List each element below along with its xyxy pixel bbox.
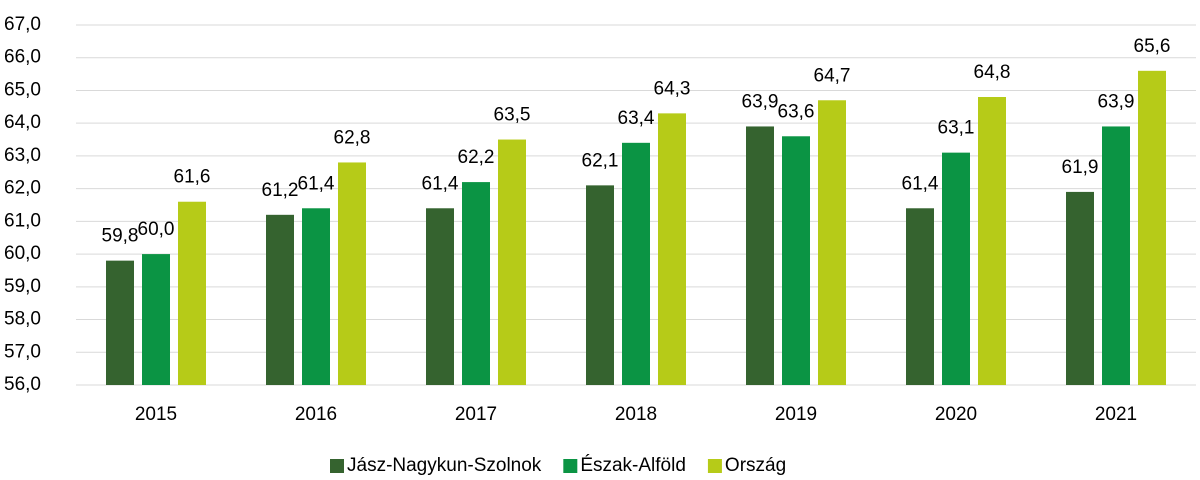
bar xyxy=(142,254,170,385)
y-tick-label: 56,0 xyxy=(4,374,41,395)
y-tick-label: 66,0 xyxy=(4,47,41,68)
bar xyxy=(622,142,650,385)
data-label: 64,8 xyxy=(974,62,1011,83)
data-label: 61,9 xyxy=(1062,157,1099,178)
data-label: 65,6 xyxy=(1134,36,1171,57)
bar xyxy=(586,185,614,385)
y-tick-label: 62,0 xyxy=(4,178,41,199)
y-tick-label: 64,0 xyxy=(4,112,41,133)
data-label: 64,3 xyxy=(654,78,691,99)
data-label: 63,4 xyxy=(618,108,655,129)
bar xyxy=(462,182,490,385)
legend-swatch xyxy=(563,459,578,473)
x-tick-label: 2015 xyxy=(135,404,177,425)
bar xyxy=(782,136,810,385)
bar xyxy=(498,139,526,385)
y-tick-label: 65,0 xyxy=(4,79,41,100)
data-label: 63,6 xyxy=(778,101,815,122)
bar xyxy=(338,162,366,385)
data-label: 60,0 xyxy=(138,219,175,240)
y-tick-label: 60,0 xyxy=(4,243,41,264)
data-label: 61,4 xyxy=(422,173,459,194)
bar xyxy=(178,201,206,385)
x-tick-label: 2020 xyxy=(935,404,977,425)
data-label: 61,4 xyxy=(902,173,939,194)
bar xyxy=(906,208,934,385)
bar xyxy=(106,260,134,385)
x-tick-label: 2018 xyxy=(615,404,657,425)
bar xyxy=(1138,70,1166,386)
data-label: 59,8 xyxy=(102,226,139,247)
data-label: 62,8 xyxy=(334,127,371,148)
y-tick-label: 57,0 xyxy=(4,341,41,362)
y-tick-label: 67,0 xyxy=(4,14,41,35)
y-tick-label: 63,0 xyxy=(4,145,41,166)
x-tick-label: 2016 xyxy=(295,404,337,425)
bar xyxy=(266,214,294,385)
bar xyxy=(746,126,774,386)
legend-swatch xyxy=(707,459,722,473)
bar xyxy=(426,208,454,385)
data-label: 63,9 xyxy=(1098,91,1135,112)
data-label: 63,9 xyxy=(742,91,779,112)
legend-swatch xyxy=(330,459,344,473)
y-tick-label: 58,0 xyxy=(4,309,41,330)
bar xyxy=(942,152,970,385)
data-label: 62,1 xyxy=(582,150,619,171)
data-label: 61,4 xyxy=(298,173,335,194)
data-label: 61,2 xyxy=(262,180,299,201)
y-tick-label: 61,0 xyxy=(4,210,41,231)
legend-label: Ország xyxy=(725,455,786,476)
data-label: 61,6 xyxy=(174,167,211,188)
x-tick-label: 2019 xyxy=(775,404,817,425)
data-label: 63,1 xyxy=(938,118,975,139)
legend-label: Észak-Alföld xyxy=(580,455,686,476)
legend-label: Jász-Nagykun-Szolnok xyxy=(347,455,542,476)
bar xyxy=(978,97,1006,385)
bar xyxy=(1066,191,1094,385)
x-tick-label: 2021 xyxy=(1095,404,1137,425)
bar xyxy=(658,113,686,385)
x-tick-label: 2017 xyxy=(455,404,497,425)
bar xyxy=(818,100,846,385)
y-tick-label: 59,0 xyxy=(4,276,41,297)
data-label: 63,5 xyxy=(494,105,531,126)
data-label: 62,2 xyxy=(458,147,495,168)
bar xyxy=(302,208,330,385)
data-label: 64,7 xyxy=(814,65,851,86)
bar xyxy=(1102,126,1130,386)
